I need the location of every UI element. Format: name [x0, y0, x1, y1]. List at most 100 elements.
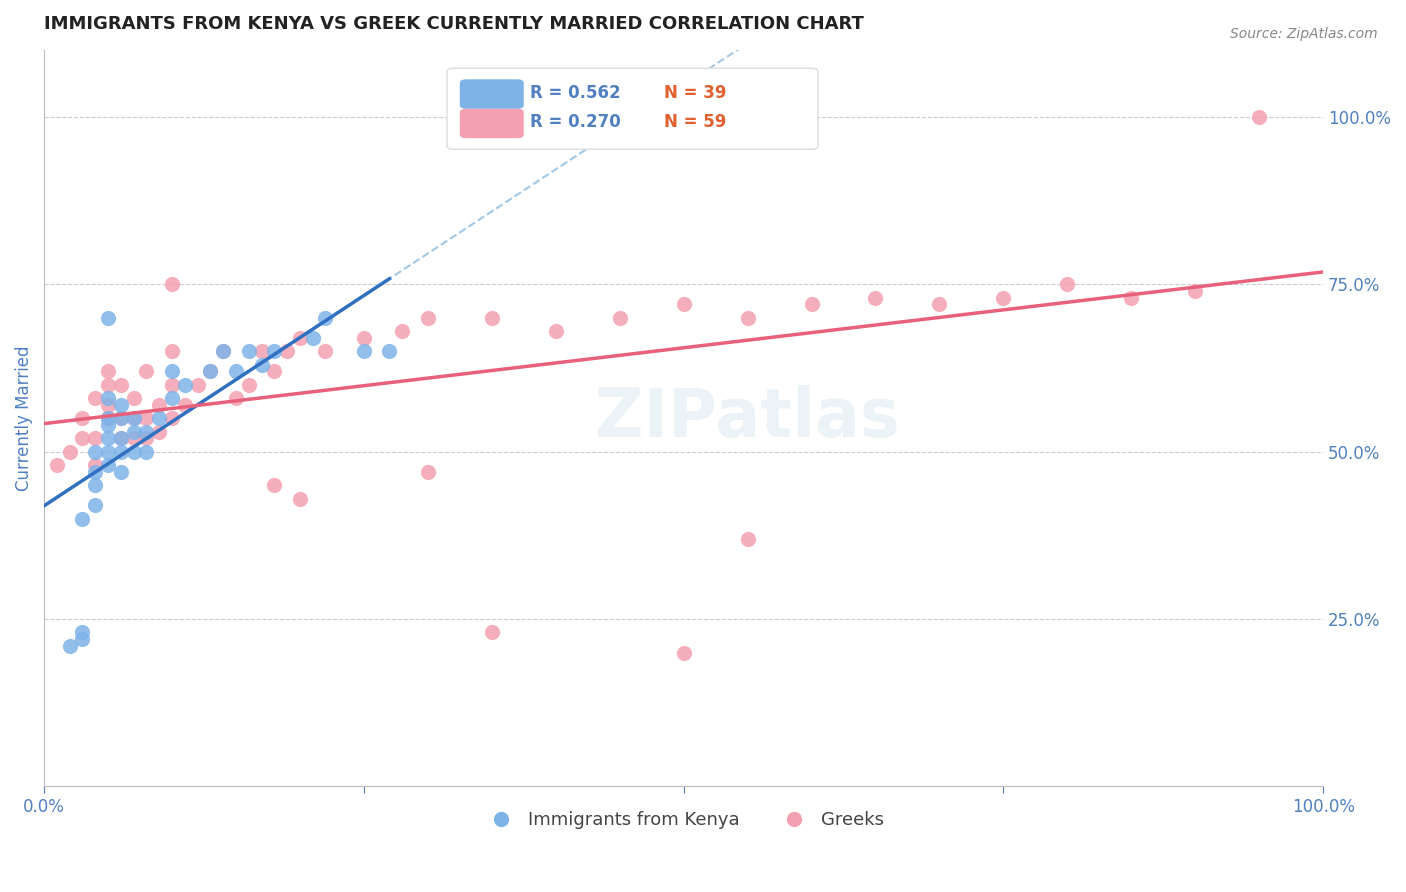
- Point: [97, 417, 120, 432]
- Point: [135, 444, 157, 458]
- Point: [97, 444, 120, 458]
- Point: [672, 646, 695, 660]
- Point: [148, 411, 170, 425]
- Point: [173, 377, 195, 392]
- Text: R = 0.270: R = 0.270: [530, 113, 621, 131]
- Point: [1121, 291, 1143, 305]
- Point: [737, 310, 759, 325]
- Point: [135, 425, 157, 439]
- Point: [72, 411, 94, 425]
- Point: [173, 398, 195, 412]
- Point: [212, 344, 235, 359]
- Point: [97, 411, 120, 425]
- Point: [110, 377, 132, 392]
- Point: [122, 411, 145, 425]
- Point: [160, 411, 183, 425]
- Point: [263, 478, 285, 492]
- Point: [416, 465, 439, 479]
- Text: N = 59: N = 59: [665, 113, 727, 131]
- Text: ZIPatlas: ZIPatlas: [595, 385, 900, 451]
- Point: [135, 411, 157, 425]
- Point: [97, 364, 120, 378]
- Point: [865, 291, 887, 305]
- FancyBboxPatch shape: [447, 69, 818, 149]
- Point: [84, 391, 107, 405]
- Point: [160, 344, 183, 359]
- Point: [84, 498, 107, 512]
- Point: [97, 377, 120, 392]
- Point: [110, 431, 132, 445]
- Text: Source: ZipAtlas.com: Source: ZipAtlas.com: [1230, 27, 1378, 41]
- Point: [72, 632, 94, 647]
- Point: [72, 431, 94, 445]
- Point: [110, 398, 132, 412]
- Point: [1249, 110, 1271, 124]
- Point: [238, 377, 260, 392]
- Point: [84, 444, 107, 458]
- Text: N = 39: N = 39: [665, 84, 727, 102]
- Point: [84, 478, 107, 492]
- Point: [84, 465, 107, 479]
- Text: R = 0.562: R = 0.562: [530, 84, 621, 102]
- Point: [481, 310, 503, 325]
- Point: [225, 391, 247, 405]
- Point: [148, 398, 170, 412]
- Point: [97, 391, 120, 405]
- Point: [59, 444, 82, 458]
- Point: [148, 425, 170, 439]
- Y-axis label: Currently Married: Currently Married: [15, 345, 32, 491]
- Point: [135, 431, 157, 445]
- Point: [97, 411, 120, 425]
- Point: [160, 391, 183, 405]
- Point: [609, 310, 631, 325]
- Point: [800, 297, 823, 311]
- Point: [122, 431, 145, 445]
- Point: [187, 377, 209, 392]
- Point: [315, 344, 337, 359]
- Point: [544, 324, 567, 338]
- Point: [238, 344, 260, 359]
- Point: [288, 491, 311, 506]
- Point: [110, 411, 132, 425]
- Point: [122, 391, 145, 405]
- Point: [122, 411, 145, 425]
- Point: [1184, 284, 1206, 298]
- Point: [250, 358, 273, 372]
- Point: [110, 411, 132, 425]
- Point: [276, 344, 298, 359]
- Point: [378, 344, 401, 359]
- Point: [250, 344, 273, 359]
- Point: [288, 331, 311, 345]
- Point: [672, 297, 695, 311]
- Point: [97, 431, 120, 445]
- Point: [416, 310, 439, 325]
- Point: [97, 310, 120, 325]
- Point: [45, 458, 67, 472]
- Text: IMMIGRANTS FROM KENYA VS GREEK CURRENTLY MARRIED CORRELATION CHART: IMMIGRANTS FROM KENYA VS GREEK CURRENTLY…: [44, 15, 863, 33]
- Point: [160, 364, 183, 378]
- Point: [122, 444, 145, 458]
- Point: [353, 331, 375, 345]
- Point: [263, 344, 285, 359]
- Point: [212, 344, 235, 359]
- Point: [110, 465, 132, 479]
- Point: [84, 458, 107, 472]
- Point: [97, 458, 120, 472]
- Point: [1056, 277, 1078, 292]
- Point: [97, 398, 120, 412]
- Point: [200, 364, 222, 378]
- Point: [301, 331, 323, 345]
- Point: [160, 277, 183, 292]
- Point: [315, 310, 337, 325]
- Point: [72, 625, 94, 640]
- Point: [200, 364, 222, 378]
- Point: [993, 291, 1015, 305]
- Point: [263, 364, 285, 378]
- Point: [391, 324, 413, 338]
- Point: [135, 364, 157, 378]
- Point: [59, 639, 82, 653]
- Legend: Immigrants from Kenya, Greeks: Immigrants from Kenya, Greeks: [475, 804, 891, 837]
- FancyBboxPatch shape: [460, 109, 524, 138]
- FancyBboxPatch shape: [460, 79, 524, 109]
- Point: [160, 377, 183, 392]
